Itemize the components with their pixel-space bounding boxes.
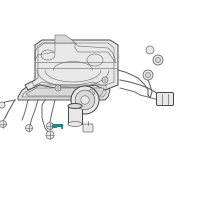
Circle shape <box>0 120 6 128</box>
Circle shape <box>81 96 89 104</box>
Circle shape <box>102 77 108 83</box>
Polygon shape <box>26 88 104 96</box>
Circle shape <box>26 124 32 132</box>
Polygon shape <box>18 82 110 100</box>
Polygon shape <box>55 35 75 43</box>
Circle shape <box>55 85 61 91</box>
Circle shape <box>153 55 163 65</box>
Circle shape <box>89 89 95 95</box>
FancyBboxPatch shape <box>156 92 174 106</box>
Circle shape <box>143 70 153 80</box>
Circle shape <box>0 102 5 108</box>
Circle shape <box>156 58 160 62</box>
Circle shape <box>46 122 54 130</box>
Circle shape <box>75 90 95 110</box>
Polygon shape <box>56 124 62 126</box>
Circle shape <box>146 46 154 54</box>
Ellipse shape <box>68 104 82 108</box>
FancyBboxPatch shape <box>83 124 93 132</box>
Circle shape <box>46 131 54 139</box>
Circle shape <box>104 79 106 81</box>
Circle shape <box>91 91 93 93</box>
Circle shape <box>57 87 59 89</box>
Polygon shape <box>25 40 118 90</box>
Polygon shape <box>68 106 82 124</box>
Circle shape <box>71 86 99 114</box>
Ellipse shape <box>68 121 82 127</box>
Circle shape <box>146 72 151 77</box>
